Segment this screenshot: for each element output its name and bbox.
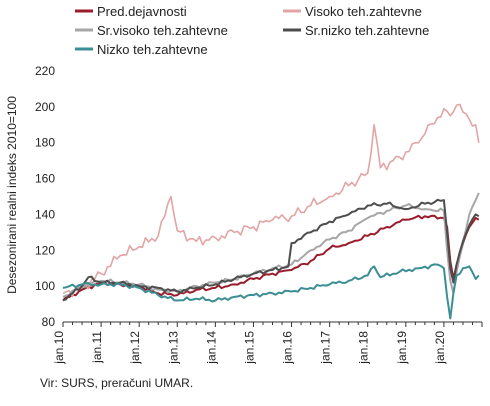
x-tick-label: jan.20 [433, 331, 447, 365]
x-tick-label: jan.17 [319, 331, 333, 365]
legend-label: Sr.nizko teh.zahtevne [305, 23, 429, 38]
legend-label: Visoko teh.zahtevne [305, 4, 422, 19]
y-axis-label: Desezonirani realni indeks 2010=100 [5, 96, 19, 294]
legend-label: Nizko teh.zahtevne [97, 42, 208, 57]
chart-legend: Pred.dejavnosti Visoko teh.zahtevne Sr.vis… [75, 4, 429, 57]
x-tick-label: jan.13 [166, 331, 180, 365]
x-tick-label: jan.19 [395, 331, 409, 365]
x-tick-label: jan.18 [357, 331, 371, 365]
plot-area [62, 103, 480, 320]
x-tick-label: jan.10 [52, 331, 66, 365]
y-tick-label: 200 [35, 100, 55, 114]
y-axis: 80 100 120 140 160 180 200 220 [35, 64, 55, 329]
y-tick-label: 120 [35, 243, 55, 257]
y-tick-label: 80 [42, 315, 56, 329]
series-line [62, 192, 480, 298]
y-tick-label: 140 [35, 207, 55, 221]
series-line [62, 103, 480, 298]
x-tick-label: jan.12 [128, 331, 142, 365]
series-line [62, 263, 480, 320]
legend-label: Pred.dejavnosti [97, 4, 187, 19]
y-tick-label: 100 [35, 279, 55, 293]
y-tick-label: 180 [35, 136, 55, 150]
x-tick-label: jan.15 [242, 331, 256, 365]
x-tick-label: jan.11 [90, 331, 104, 364]
legend-label: Sr.visoko teh.zahtevne [97, 23, 228, 38]
x-tick-label: jan.16 [281, 331, 295, 365]
x-axis: jan.10 jan.11 jan.12 jan.13 jan.14 jan.15 jan.… [52, 321, 483, 365]
source-note: Vir: SURS, preračuni UMAR. [40, 376, 194, 390]
x-tick-label: jan.14 [204, 331, 218, 365]
y-tick-label: 220 [35, 64, 55, 78]
y-tick-label: 160 [35, 172, 55, 186]
series-line [62, 214, 480, 302]
